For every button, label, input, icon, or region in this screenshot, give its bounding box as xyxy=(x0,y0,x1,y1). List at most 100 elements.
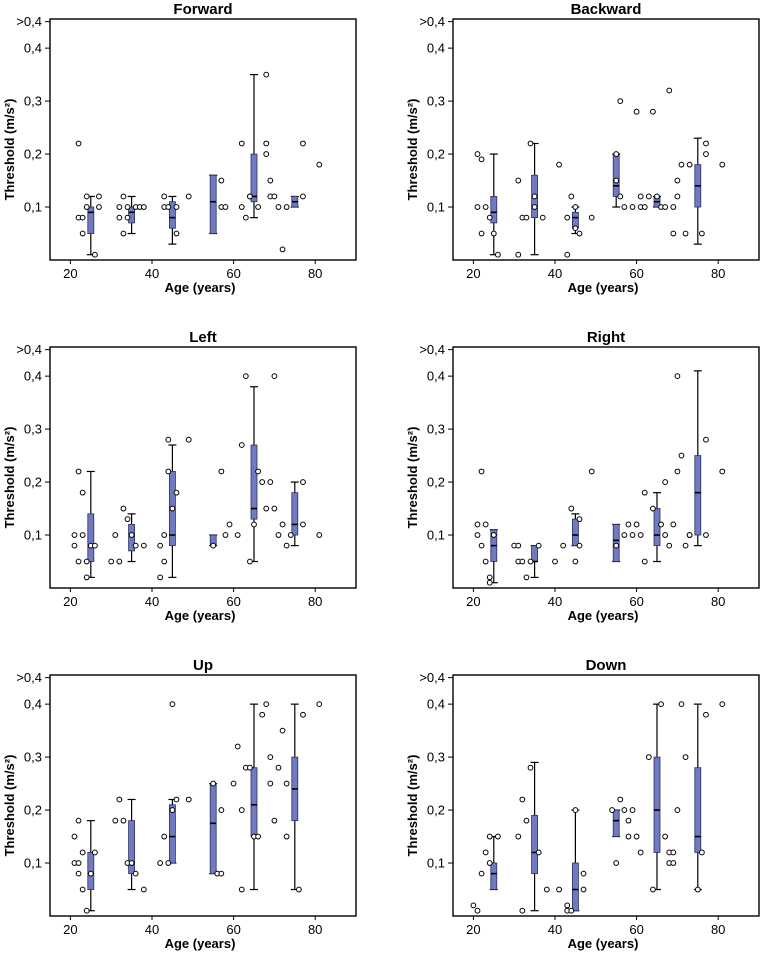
panel-right: Right 0,1 0,2 0,3 0,4 >0,4 20 40 60 80 Age (years)… xyxy=(405,329,760,623)
box-iqr xyxy=(250,444,258,520)
data-point xyxy=(625,817,632,824)
data-point xyxy=(238,442,245,448)
data-point xyxy=(670,521,677,528)
box-group xyxy=(86,195,95,256)
data-point xyxy=(478,156,485,163)
box-iqr xyxy=(653,508,661,547)
data-point xyxy=(255,468,261,475)
data-point xyxy=(238,140,245,147)
y-tick-label: 0,2 xyxy=(24,475,42,490)
data-point xyxy=(251,521,257,528)
panel-title: Forward xyxy=(173,1,232,18)
data-point xyxy=(719,468,726,475)
x-tick-label: 80 xyxy=(308,594,322,609)
y-tick-label: 0,3 xyxy=(427,422,445,437)
data-point xyxy=(287,532,294,538)
plot-frame xyxy=(452,18,760,261)
data-point xyxy=(173,230,180,237)
data-point xyxy=(165,860,172,866)
data-point xyxy=(300,193,306,200)
x-tick-label: 40 xyxy=(548,594,562,609)
y-tick-label: 0,1 xyxy=(24,856,42,871)
data-point xyxy=(703,711,709,718)
data-point xyxy=(112,532,119,538)
box-group xyxy=(612,809,621,838)
data-point xyxy=(703,532,709,538)
data-point xyxy=(609,807,616,813)
data-point xyxy=(478,230,485,237)
y-tick-label: 0,3 xyxy=(24,750,42,765)
data-point xyxy=(75,860,82,866)
data-point xyxy=(157,574,164,581)
y-tick-label: 0,4 xyxy=(427,369,445,384)
data-point xyxy=(222,204,229,210)
data-point xyxy=(470,902,477,909)
y-tick-label: 0,1 xyxy=(24,528,42,543)
data-point xyxy=(275,204,282,210)
data-point xyxy=(482,558,489,565)
x-axis-label: Age (years) xyxy=(165,936,236,951)
data-point xyxy=(633,108,640,115)
data-point xyxy=(494,833,501,840)
x-tick-label: 60 xyxy=(629,922,643,937)
data-point xyxy=(650,108,656,115)
panel-down: Down 0,1 0,2 0,3 0,4 >0,4 20 40 60 80 Age (years) T… xyxy=(405,657,760,951)
y-axis-label: Threshold (m/s²) xyxy=(2,99,17,201)
y-tick-label: 0,3 xyxy=(427,94,445,109)
data-point xyxy=(629,807,636,813)
data-point xyxy=(641,489,648,496)
data-point xyxy=(674,373,681,380)
data-point xyxy=(556,161,562,168)
x-tick-label: 60 xyxy=(629,266,643,281)
data-point xyxy=(617,796,624,803)
data-point xyxy=(478,542,485,549)
data-point xyxy=(535,849,542,856)
data-point xyxy=(703,140,709,147)
data-point xyxy=(670,849,677,856)
data-point xyxy=(670,204,677,210)
box-iqr xyxy=(490,196,498,224)
y-tick-label: 0,4 xyxy=(24,697,42,712)
data-point xyxy=(698,849,705,856)
box-iqr xyxy=(694,767,702,853)
data-point xyxy=(523,574,530,581)
data-point xyxy=(226,521,233,528)
data-point xyxy=(140,542,147,549)
y-tick-label: >0,4 xyxy=(16,14,42,29)
data-point xyxy=(161,532,168,538)
data-point xyxy=(662,204,669,210)
box-iqr xyxy=(531,814,538,875)
x-axis-label: Age (years) xyxy=(568,608,639,623)
data-point xyxy=(474,204,481,210)
box-iqr xyxy=(612,153,620,197)
data-point xyxy=(486,214,493,221)
x-tick-label: 60 xyxy=(226,922,240,937)
data-point xyxy=(568,193,575,200)
x-tick-label: 20 xyxy=(466,922,480,937)
data-point xyxy=(83,574,90,581)
y-tick-label: >0,4 xyxy=(16,670,42,685)
data-point xyxy=(247,193,253,200)
data-point xyxy=(96,193,102,200)
x-tick-label: 40 xyxy=(548,922,562,937)
data-point xyxy=(490,230,497,237)
box-iqr xyxy=(128,820,136,875)
data-point xyxy=(71,542,78,549)
data-point xyxy=(271,373,278,380)
data-point xyxy=(120,193,127,200)
data-point xyxy=(300,521,306,528)
data-point xyxy=(613,542,620,549)
data-point xyxy=(79,849,86,856)
y-tick-label: 0,2 xyxy=(427,803,445,818)
data-point xyxy=(75,870,82,877)
y-tick-label: 0,2 xyxy=(427,147,445,162)
x-tick-label: 80 xyxy=(711,266,725,281)
x-tick-label: 80 xyxy=(308,266,322,281)
box-group xyxy=(168,195,177,245)
data-point xyxy=(161,193,168,200)
x-axis-label: Age (years) xyxy=(165,280,236,295)
data-point xyxy=(140,204,147,210)
box-iqr xyxy=(209,783,217,875)
y-tick-label: 0,4 xyxy=(24,41,42,56)
data-point xyxy=(275,532,282,538)
